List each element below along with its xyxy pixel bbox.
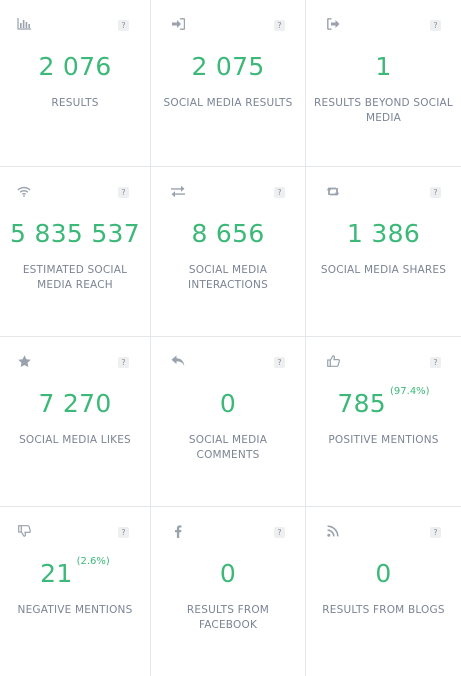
stat-label: SOCIAL MEDIA SHARES xyxy=(320,264,447,276)
stat-card-positive-mentions: ? 785 (97.4%) POSITIVE MENTIONS xyxy=(306,337,461,507)
stat-card-comments: ? 0 SOCIAL MEDIA COMMENTS xyxy=(151,337,306,507)
stat-label: RESULTS FROM FACEBOOK xyxy=(186,604,270,631)
help-icon[interactable]: ? xyxy=(118,187,129,198)
stat-value: 8 656 xyxy=(191,219,265,248)
help-icon[interactable]: ? xyxy=(274,357,285,368)
help-icon[interactable]: ? xyxy=(274,187,285,198)
sign-out-icon xyxy=(326,17,340,31)
stat-value: 21 xyxy=(40,559,73,588)
help-icon[interactable]: ? xyxy=(274,527,285,538)
retweet-icon xyxy=(326,184,340,198)
stat-label: SOCIAL MEDIA INTERACTIONS xyxy=(188,264,268,291)
stat-card-social-media-results: ? 2 075 SOCIAL MEDIA RESULTS xyxy=(151,0,306,167)
stat-value: 7 270 xyxy=(38,389,112,418)
stat-value: 5 835 537 xyxy=(10,219,140,248)
stat-percent: (2.6%) xyxy=(76,556,110,567)
help-icon[interactable]: ? xyxy=(118,20,129,31)
stat-label: SOCIAL MEDIA LIKES xyxy=(19,434,131,446)
help-icon[interactable]: ? xyxy=(118,527,129,538)
stat-value: 0 xyxy=(219,389,237,418)
help-icon[interactable]: ? xyxy=(430,357,441,368)
stat-card-shares: ? 1 386 SOCIAL MEDIA SHARES xyxy=(306,167,461,337)
stat-value: 2 076 xyxy=(38,52,112,81)
bar-chart-icon xyxy=(17,17,31,31)
facebook-icon xyxy=(171,524,185,538)
stat-card-results-beyond-social-media: ? 1 RESULTS BEYOND SOCIAL MEDIA xyxy=(306,0,461,167)
stat-card-results: ? 2 076 RESULTS xyxy=(0,0,151,167)
stat-value: 1 xyxy=(375,52,392,81)
exchange-icon xyxy=(171,184,185,198)
stat-card-negative-mentions: ? 21 (2.6%) NEGATIVE MENTIONS xyxy=(0,507,151,676)
stat-value: 0 xyxy=(219,559,237,588)
stat-label: ESTIMATED SOCIAL MEDIA REACH xyxy=(22,264,128,291)
stat-percent: (97.4%) xyxy=(390,386,430,397)
stat-card-likes: ? 7 270 SOCIAL MEDIA LIKES xyxy=(0,337,151,507)
sign-in-icon xyxy=(171,17,185,31)
stat-label: POSITIVE MENTIONS xyxy=(328,434,439,446)
stat-card-blogs: ? 0 RESULTS FROM BLOGS xyxy=(306,507,461,676)
stat-card-interactions: ? 8 656 SOCIAL MEDIA INTERACTIONS xyxy=(151,167,306,337)
stat-value: 2 075 xyxy=(191,52,265,81)
stat-label: RESULTS xyxy=(51,97,99,109)
star-icon xyxy=(17,354,31,368)
help-icon[interactable]: ? xyxy=(430,187,441,198)
help-icon[interactable]: ? xyxy=(430,20,441,31)
stat-card-facebook: ? 0 RESULTS FROM FACEBOOK xyxy=(151,507,306,676)
rss-icon xyxy=(326,524,340,538)
stat-label: SOCIAL MEDIA RESULTS xyxy=(163,97,293,109)
help-icon[interactable]: ? xyxy=(430,527,441,538)
wifi-icon xyxy=(17,184,31,198)
stat-card-estimated-reach: ? 5 835 537 ESTIMATED SOCIAL MEDIA REACH xyxy=(0,167,151,337)
thumbs-up-icon xyxy=(326,354,340,368)
help-icon[interactable]: ? xyxy=(274,20,285,31)
thumbs-down-icon xyxy=(17,524,31,538)
reply-icon xyxy=(171,354,185,368)
stat-value: 0 xyxy=(375,559,392,588)
stat-label: SOCIAL MEDIA COMMENTS xyxy=(188,434,268,461)
stat-value: 1 386 xyxy=(346,219,421,248)
stat-label: RESULTS BEYOND SOCIAL MEDIA xyxy=(314,97,453,124)
stat-label: RESULTS FROM BLOGS xyxy=(322,604,445,616)
stat-value: 785 xyxy=(337,389,387,418)
help-icon[interactable]: ? xyxy=(118,357,129,368)
stat-label: NEGATIVE MENTIONS xyxy=(17,604,133,616)
